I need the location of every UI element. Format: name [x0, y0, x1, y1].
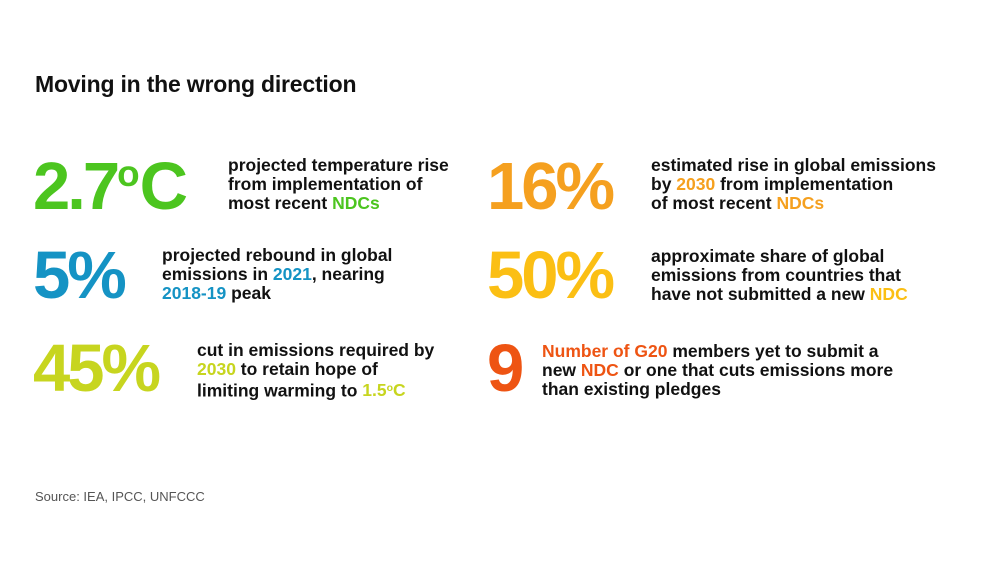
stat-temperature-value: 2.7oC — [33, 149, 188, 224]
stat-g20-description: Number of G20 members yet to submit a ne… — [542, 341, 894, 399]
page-title: Moving in the wrong direction — [35, 71, 357, 97]
source-note: Source: IEA, IPCC, UNFCCC — [35, 489, 205, 504]
stat-cut-description: cut in emissions required by 2030 to ret… — [197, 340, 435, 401]
stat-rebound-value: 5% — [33, 238, 127, 313]
stat-rebound-description: projected rebound in global emissions in… — [162, 245, 393, 303]
stat-share-description: approximate share of global emissions fr… — [651, 246, 908, 304]
stat-temperature-description: projected temperature rise from implemen… — [228, 155, 449, 213]
stat-rise-description: estimated rise in global emissions by 20… — [651, 155, 936, 213]
stat-share-value: 50% — [487, 238, 615, 313]
stat-cut-value: 45% — [33, 331, 161, 406]
stat-rise-value: 16% — [487, 149, 615, 224]
stat-g20-value: 9 — [487, 331, 524, 406]
